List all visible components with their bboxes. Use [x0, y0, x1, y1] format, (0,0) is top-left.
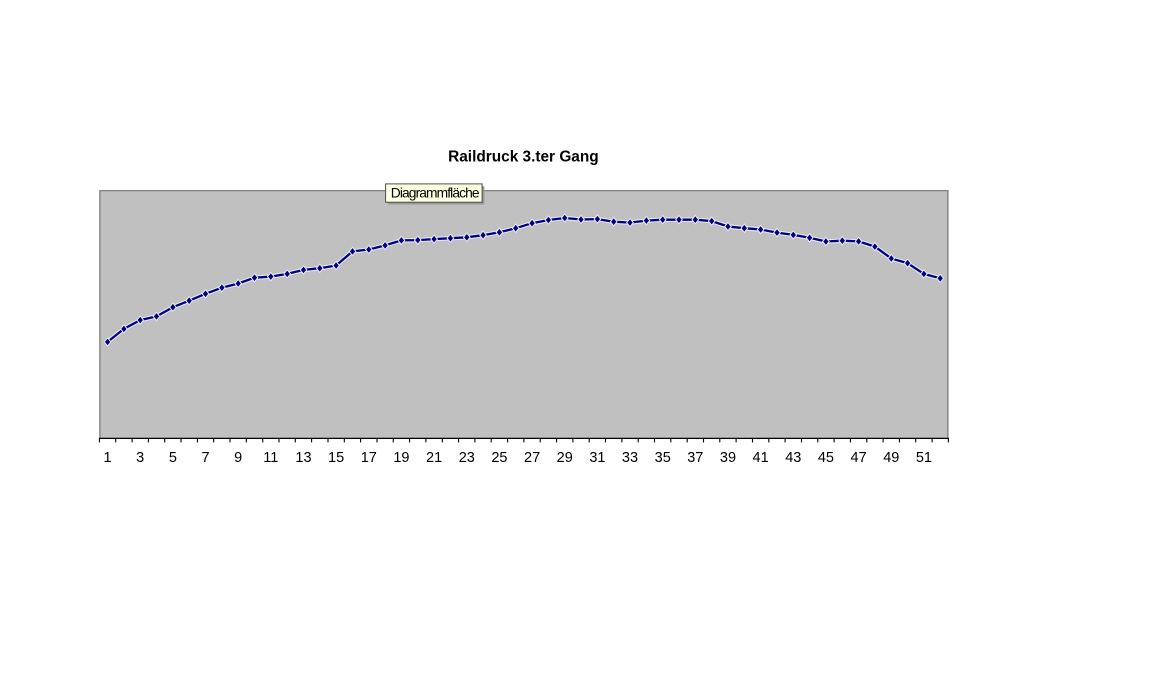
svg-text:3: 3 [136, 450, 144, 466]
svg-text:21: 21 [426, 450, 442, 466]
svg-text:11: 11 [263, 450, 278, 466]
svg-text:1: 1 [104, 450, 112, 466]
svg-text:Diagrammfläche: Diagrammfläche [391, 186, 480, 201]
svg-text:29: 29 [557, 450, 573, 466]
svg-text:9: 9 [234, 450, 242, 466]
svg-text:17: 17 [361, 450, 377, 466]
svg-text:33: 33 [622, 450, 638, 466]
svg-text:15: 15 [328, 450, 344, 466]
svg-text:23: 23 [459, 450, 475, 466]
svg-text:43: 43 [785, 450, 801, 466]
svg-text:13: 13 [295, 450, 311, 466]
svg-text:35: 35 [655, 450, 671, 466]
svg-text:27: 27 [524, 450, 540, 466]
svg-text:37: 37 [687, 450, 703, 466]
svg-text:19: 19 [393, 450, 409, 466]
svg-text:45: 45 [818, 450, 834, 466]
svg-text:49: 49 [883, 450, 899, 466]
svg-text:5: 5 [169, 450, 177, 466]
svg-text:25: 25 [491, 450, 507, 466]
svg-text:Raildruck 3.ter Gang: Raildruck 3.ter Gang [448, 148, 599, 165]
svg-text:41: 41 [753, 450, 769, 466]
svg-text:7: 7 [201, 450, 209, 466]
svg-text:39: 39 [720, 450, 736, 466]
svg-text:51: 51 [916, 450, 932, 466]
svg-text:31: 31 [589, 450, 605, 466]
svg-text:47: 47 [851, 450, 867, 466]
